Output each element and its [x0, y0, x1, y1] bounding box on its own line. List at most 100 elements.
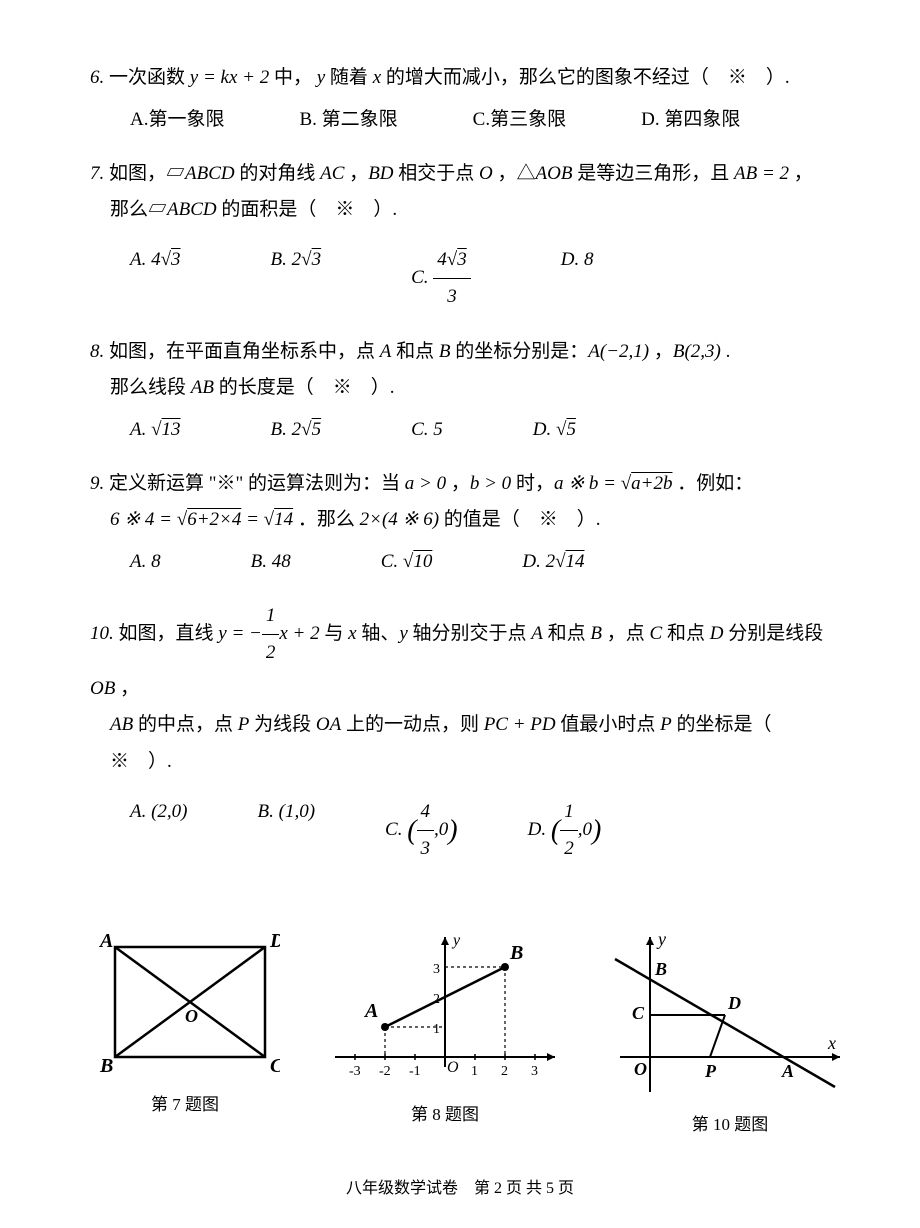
q7-l1-t4: 相交于点 — [398, 163, 479, 184]
q7-l1-t5: ，△ — [498, 163, 536, 184]
svg-text:O: O — [447, 1059, 459, 1076]
q8-opt-d: D. √5 — [533, 412, 576, 448]
svg-text:B: B — [99, 1055, 113, 1077]
q7-opt-d: D. 8 — [561, 242, 594, 315]
q6-math-2: y — [317, 67, 325, 88]
q8-l1-t1: 如图，在平面直角坐标系中，点 — [109, 341, 380, 362]
q10-options: A. (2,0) B. (1,0) C. (43,0) D. (12,0) — [90, 794, 850, 867]
q9-l1-m2: b > 0 — [470, 473, 511, 494]
q10-l2-m5: P — [660, 714, 672, 735]
fig10-caption: 第 10 题图 — [610, 1110, 850, 1135]
q10-opt-c: C. (43,0) — [385, 794, 458, 867]
fig8-svg: -3 -2 -1 1 2 3 1 2 3 O A B y — [325, 927, 565, 1087]
q8-options: A. √13 B. 2√5 C. 5 D. √5 — [90, 412, 850, 448]
q9-l1-t4: ．例如： — [677, 473, 753, 494]
q10-l2-m2: P — [238, 714, 250, 735]
q8-l1-t3: 的坐标分别是： — [455, 341, 588, 362]
q10-l1-t4: 轴分别交于点 — [413, 623, 532, 644]
q8-l2-m1: AB — [191, 377, 214, 398]
q8-opt-c: C. 5 — [411, 412, 443, 448]
q7-l2-t2: 的面积是（ ※ ）. — [221, 199, 397, 220]
q9-options: A. 8 B. 48 C. √10 D. 2√14 — [90, 544, 850, 580]
q10-opt-d: D. (12,0) — [528, 794, 602, 867]
q10-l1-t1: 如图，直线 — [119, 623, 219, 644]
q8-opt-a: A. √13 — [130, 412, 181, 448]
q6-text-4: 的增大而减小，那么它的图象不经过（ ※ ）. — [386, 67, 790, 88]
q10-l1-t7: 和点 — [667, 623, 710, 644]
q7-num: 7. — [90, 163, 104, 184]
q8-l1-m3: A(−2,1) — [588, 341, 649, 362]
q7-l1-m5: AOB — [536, 163, 573, 184]
q10-l1-m1: y = −12x + 2 — [218, 623, 319, 644]
q8-num: 8. — [90, 341, 104, 362]
q9-l2-t2: ．那么 — [298, 509, 360, 530]
q8-l1-m2: B — [439, 341, 451, 362]
svg-text:y: y — [451, 932, 461, 949]
q6-text-3: 随着 — [330, 67, 373, 88]
q6-opt-b: B. 第二象限 — [299, 102, 397, 138]
svg-text:A: A — [781, 1061, 794, 1081]
q7-options: A. 4√3 B. 2√3 C. 4√33 D. 8 — [90, 242, 850, 315]
svg-text:-2: -2 — [379, 1064, 391, 1079]
q7-l1-m4: O — [479, 163, 493, 184]
svg-text:A: A — [363, 1000, 378, 1022]
q10-l2-t4: 上的一动点，则 — [346, 714, 484, 735]
q9-opt-a: A. 8 — [130, 544, 161, 580]
q9-opt-c: C. √10 — [381, 544, 433, 580]
q7-l1-m6: AB = 2 — [734, 163, 789, 184]
q6-options: A.第一象限 B. 第二象限 C.第三象限 D. 第四象限 — [90, 102, 850, 138]
svg-text:-3: -3 — [349, 1064, 361, 1079]
q10-l1-t8: 分别是线段 — [728, 623, 823, 644]
q10-l2-m1: AB — [110, 714, 133, 735]
q10-l2-t2: 的中点，点 — [138, 714, 238, 735]
svg-text:y: y — [656, 929, 666, 949]
svg-text:-1: -1 — [409, 1064, 421, 1079]
q7-l1-m1: ABCD — [185, 163, 235, 184]
q10-l1-m5: B — [590, 623, 602, 644]
q7-opt-b: B. 2√3 — [271, 242, 322, 315]
svg-text:1: 1 — [433, 1022, 440, 1037]
q10-l1-t2: 与 — [324, 623, 348, 644]
svg-text:C: C — [632, 1003, 645, 1023]
q10-l1-m4: A — [531, 623, 543, 644]
question-6: 6. 一次函数 y = kx + 2 中， y 随着 x 的增大而减小，那么它的… — [90, 60, 850, 138]
q6-opt-c: C.第三象限 — [473, 102, 566, 138]
q7-l2-m1: ABCD — [167, 199, 217, 220]
q7-l1-t6: 是等边三角形，且 — [577, 163, 734, 184]
q10-l1-m3: y — [399, 623, 407, 644]
q6-math-1: y = kx + 2 — [190, 67, 269, 88]
q10-l2-t5: 值最小时点 — [560, 714, 660, 735]
q9-l1-t2: ， — [451, 473, 470, 494]
q8-l1-m1: A — [380, 341, 392, 362]
q10-l2-m4: PC + PD — [484, 714, 556, 735]
svg-text:O: O — [634, 1059, 647, 1079]
q8-opt-b: B. 2√5 — [271, 412, 322, 448]
question-8: 8. 如图，在平面直角坐标系中，点 A 和点 B 的坐标分别是：A(−2,1) … — [90, 334, 850, 448]
q9-num: 9. — [90, 473, 104, 494]
svg-text:P: P — [704, 1061, 717, 1081]
svg-text:C: C — [270, 1055, 280, 1077]
fig8-caption: 第 8 题图 — [325, 1100, 565, 1125]
q6-num: 6. — [90, 67, 104, 88]
svg-text:B: B — [654, 959, 667, 979]
q10-l1-t5: 和点 — [548, 623, 591, 644]
svg-text:2: 2 — [501, 1064, 508, 1079]
fig10-svg: B C D O P A x y — [610, 927, 850, 1097]
svg-text:D: D — [269, 930, 280, 952]
q7-l1-t2: 的对角线 — [239, 163, 320, 184]
page-footer: 八年级数学试卷 第 2 页 共 5 页 — [0, 1174, 920, 1198]
q6-text-1: 一次函数 — [109, 67, 190, 88]
fig7-caption: 第 7 题图 — [90, 1090, 280, 1115]
q7-l1-m3: BD — [368, 163, 393, 184]
svg-text:A: A — [98, 930, 113, 952]
svg-text:D: D — [727, 993, 741, 1013]
q10-l2-t3: 为线段 — [254, 714, 316, 735]
q10-l1-m6: C — [650, 623, 663, 644]
q7-l2-t1: 那么▱ — [110, 199, 167, 220]
q7-opt-a: A. 4√3 — [130, 242, 181, 315]
question-7: 7. 如图，▱ABCD 的对角线 AC ，BD 相交于点 O ，△AOB 是等边… — [90, 156, 850, 315]
q7-l1-t7: ， — [794, 163, 813, 184]
q10-l2-m3: OA — [316, 714, 341, 735]
q8-l2-t2: 的长度是（ ※ ）. — [219, 377, 395, 398]
q7-l1-m2: AC — [320, 163, 344, 184]
